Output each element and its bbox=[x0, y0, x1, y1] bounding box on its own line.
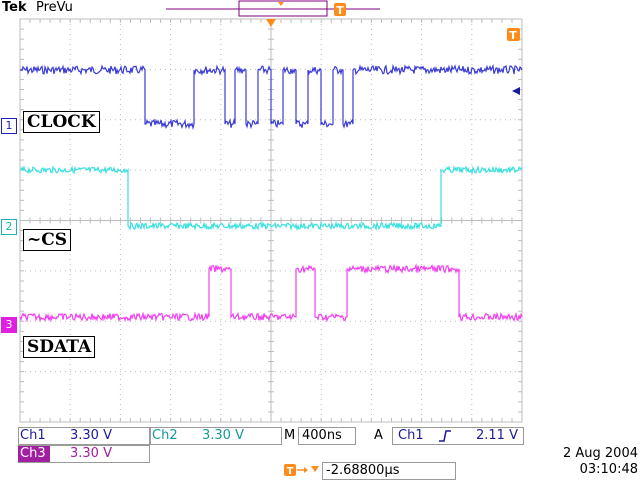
ch3-name: Ch3 bbox=[18, 446, 50, 462]
ch1-trace bbox=[19, 64, 523, 131]
svg-text:T: T bbox=[287, 466, 294, 477]
timebase-prefix: M bbox=[284, 428, 296, 443]
ch1-ground-marker[interactable]: 1 bbox=[1, 118, 17, 134]
ch2-scale[interactable]: 3.30 V bbox=[202, 428, 244, 443]
ch3-label: SDATA bbox=[23, 336, 96, 358]
ch3-ground-marker[interactable]: 3 bbox=[1, 317, 17, 333]
acquisition-mode: PreVu bbox=[36, 0, 73, 15]
ch1-scale[interactable]: 3.30 V bbox=[70, 428, 112, 443]
trigger-position-marker bbox=[266, 19, 276, 27]
trigger-box bbox=[392, 427, 524, 445]
date-readout: 2 Aug 2004 bbox=[562, 446, 638, 461]
ch3-scale[interactable]: 3.30 V bbox=[70, 446, 112, 461]
timebase-value[interactable]: 400ns bbox=[302, 428, 342, 443]
ch2-name: Ch2 bbox=[152, 428, 178, 443]
record-view-bar bbox=[166, 0, 380, 17]
trigger-offset-value[interactable]: -2.68800µs bbox=[326, 463, 400, 478]
ch2-readout-box bbox=[150, 427, 282, 445]
trigger-source[interactable]: Ch1 bbox=[398, 428, 424, 443]
brand-label: Tek bbox=[2, 0, 27, 15]
rising-edge-icon bbox=[439, 430, 451, 442]
trigger-prefix: A bbox=[374, 428, 383, 443]
ch1-label: CLOCK bbox=[23, 111, 100, 133]
trigger-offset-box bbox=[322, 462, 456, 480]
ch3-trace bbox=[19, 263, 523, 323]
trigger-t-icon: T bbox=[334, 3, 346, 17]
trigger-position-arrow-icon: T bbox=[284, 464, 319, 477]
trigger-t-icon-right: T bbox=[507, 28, 520, 42]
ch2-label: ~CS bbox=[23, 229, 72, 251]
ch1-name: Ch1 bbox=[20, 428, 46, 443]
time-readout: 03:10:48 bbox=[579, 462, 638, 477]
ch2-trace bbox=[19, 164, 523, 232]
svg-text:T: T bbox=[336, 4, 344, 17]
svg-text:T: T bbox=[509, 29, 517, 42]
trigger-level[interactable]: 2.11 V bbox=[476, 428, 518, 443]
ch2-ground-marker[interactable]: 2 bbox=[1, 219, 17, 235]
left-arrow-icon bbox=[512, 87, 520, 95]
ch1-readout-box bbox=[18, 427, 150, 445]
timebase-box bbox=[298, 427, 356, 445]
